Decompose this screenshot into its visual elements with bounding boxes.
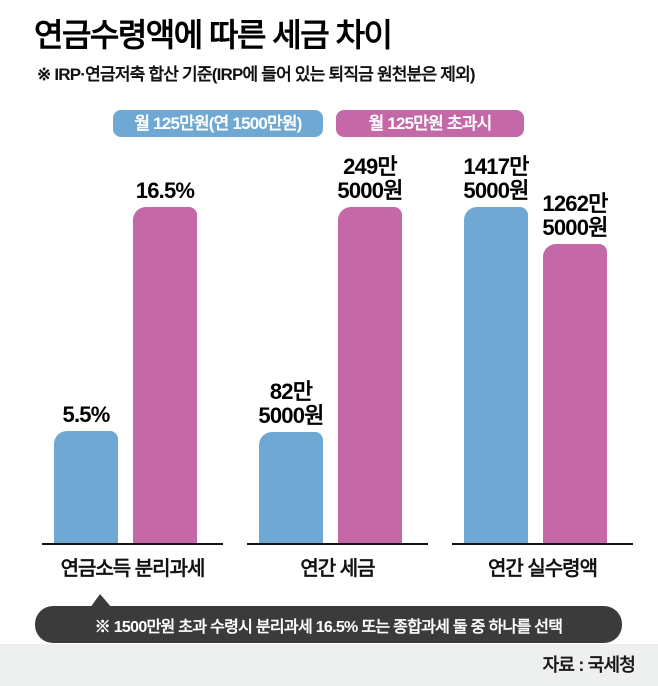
- subtitle-note: ※ IRP·연금저축 합산 기준(IRP에 들어 있는 퇴직금 원천분은 제외): [37, 65, 476, 84]
- category-label: 연금소득 분리과세: [60, 558, 206, 580]
- bar-over-limit: 249만 5000원: [337, 154, 403, 543]
- callout-pointer: [90, 594, 112, 608]
- bar-value-label: 1262만 5000원: [542, 190, 608, 240]
- bar-value-label: 82만 5000원: [258, 378, 324, 428]
- category-label: 연간 세금: [300, 558, 375, 580]
- bar-under-limit: 1417만 5000원: [463, 154, 529, 543]
- data-source: 자료 : 국세청: [542, 655, 636, 675]
- bar-under-limit: 5.5%: [54, 402, 118, 543]
- bar-group-separate-taxation: 5.5% 16.5% 연금소득 분리과세: [42, 0, 223, 580]
- bar-value-label: 249만 5000원: [337, 153, 403, 203]
- footer-band: 자료 : 국세청: [0, 644, 658, 686]
- bar-group-annual-tax: 82만 5000원 249만 5000원 연간 세금: [247, 0, 428, 580]
- bar-value-label: 1417만 5000원: [463, 153, 529, 203]
- category-label: 연간 실수령액: [488, 558, 598, 580]
- bar-over-limit: 16.5%: [133, 178, 197, 543]
- bar-over-limit: 1262만 5000원: [542, 191, 608, 543]
- bar-value-label: 16.5%: [135, 177, 195, 203]
- bar-value-label: 5.5%: [62, 401, 111, 427]
- legend: 월 125만원(연 1500만원) 월 125만원 초과시: [113, 110, 524, 137]
- callout-footnote: ※ 1500만원 초과 수령시 분리과세 16.5% 또는 종합과세 둘 중 하…: [35, 606, 622, 643]
- legend-item-over-limit: 월 125만원 초과시: [336, 110, 524, 137]
- legend-item-under-limit: 월 125만원(연 1500만원): [113, 110, 323, 137]
- bar-under-limit: 82만 5000원: [258, 379, 324, 543]
- page-title: 연금수령액에 따른 세금 차이: [34, 17, 393, 53]
- bar-group-annual-net: 1417만 5000원 1262만 5000원 연간 실수령액: [452, 0, 633, 580]
